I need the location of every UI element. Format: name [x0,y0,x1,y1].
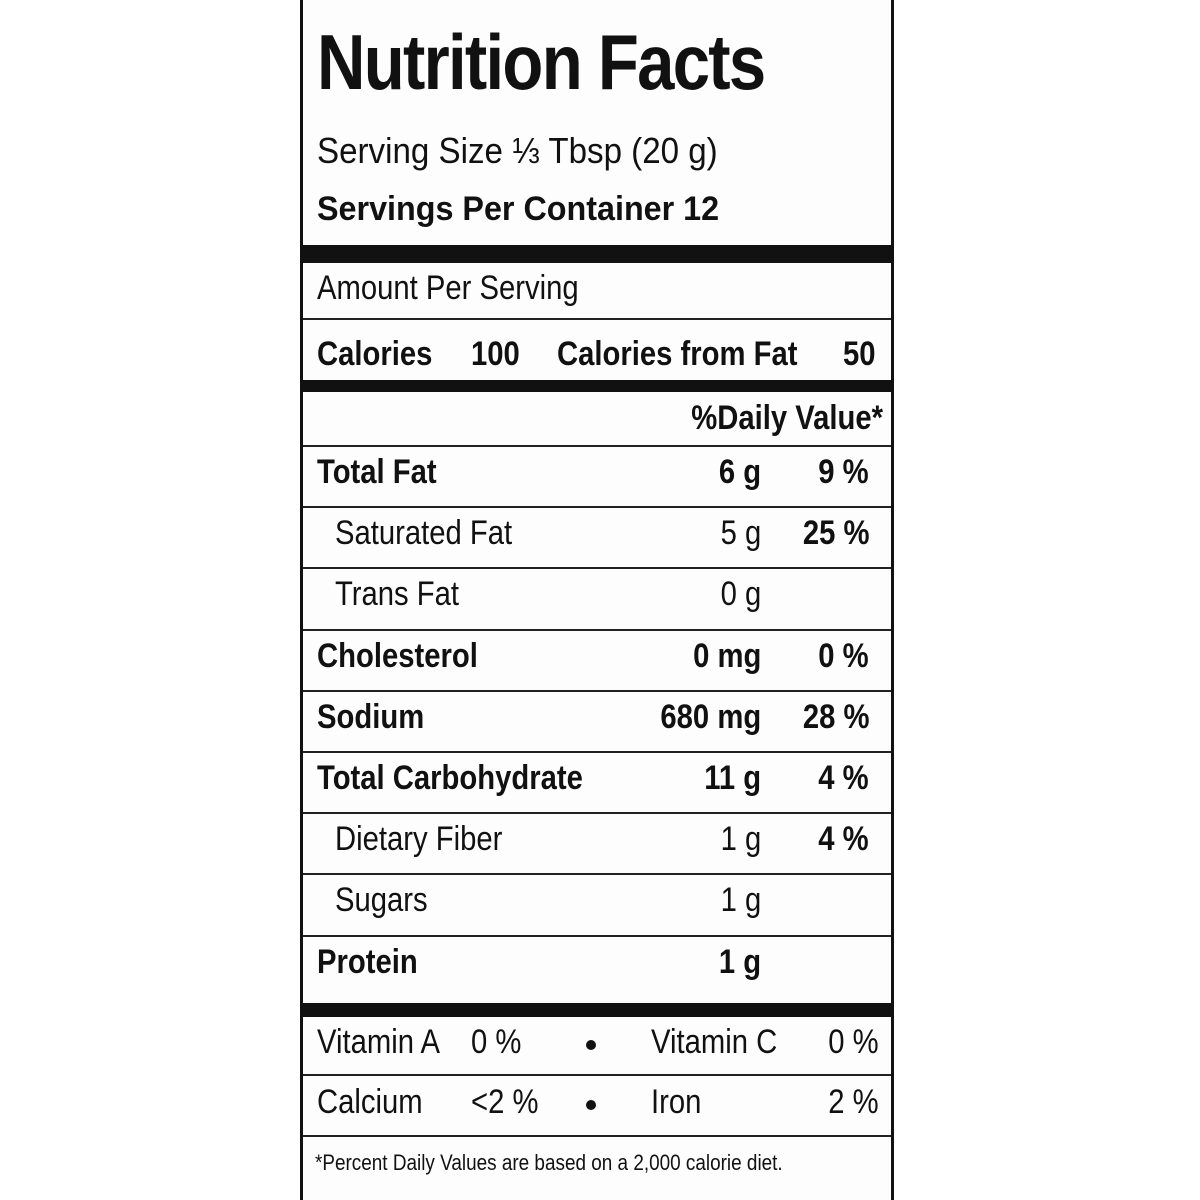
divider [303,318,891,320]
nutrient-name: Sugars [335,881,428,920]
nutrient-amount: 1 g [720,881,761,920]
nutrient-name: Trans Fat [335,575,460,614]
bullet-separator [586,1100,596,1110]
divider [303,689,891,692]
vitamin-value: <2 % [471,1083,539,1121]
nutrient-amount: 1 g [718,942,761,981]
calories-value: 100 [471,335,520,373]
vitamin-name: Iron [651,1083,702,1121]
amount-per-serving: Amount Per Serving [317,269,579,307]
label-title: Nutrition Facts [317,18,766,106]
nutrient-name: Cholesterol [317,636,478,675]
divider [303,628,891,631]
vitamin-name: Vitamin A [317,1023,440,1061]
nutrient-name: Protein [317,942,418,981]
nutrient-daily-value: 4 % [818,820,869,859]
vitamin-value: 0 % [828,1023,879,1061]
nutrient-name: Dietary Fiber [335,820,503,859]
nutrient-amount: 5 g [720,514,761,553]
nutrient-amount: 1 g [720,820,761,859]
calories-from-fat-label: Calories from Fat [557,335,798,373]
divider [303,873,891,876]
serving-size: Serving Size ⅓ Tbsp (20 g) [317,130,718,171]
nutrient-daily-value: 28 % [802,697,869,736]
nutrient-amount: 11 g [704,759,761,797]
divider [303,1074,891,1076]
nutrient-daily-value: 4 % [818,759,869,797]
nutrient-amount: 6 g [718,453,761,491]
nutrient-daily-value: 0 % [818,636,869,675]
divider [303,445,891,447]
calories-from-fat-value: 50 [843,335,876,373]
nutrition-facts-label: Nutrition Facts Serving Size ⅓ Tbsp (20 … [300,0,894,1200]
nutrient-amount: 680 mg [660,697,761,736]
thick-divider-middle [303,380,891,392]
divider [303,1135,891,1137]
nutrient-daily-value: 25 % [802,514,869,553]
divider [303,506,891,509]
nutrient-amount: 0 g [720,575,761,614]
footnote: *Percent Daily Values are based on a 2,0… [315,1150,783,1175]
vitamin-value: 2 % [828,1083,879,1121]
daily-value-header: %Daily Value* [691,399,883,437]
nutrient-name: Total Carbohydrate [317,759,583,797]
thick-divider-top [303,245,891,263]
vitamin-value: 0 % [471,1023,522,1061]
nutrient-amount: 0 mg [692,636,761,675]
nutrient-name: Sodium [317,697,425,736]
nutrient-name: Total Fat [317,453,437,491]
divider [303,567,891,570]
servings-per-container: Servings Per Container 12 [317,190,720,228]
bullet-separator [586,1040,596,1050]
thick-divider-bottom [303,1003,891,1017]
nutrient-daily-value: 9 % [818,453,869,491]
vitamin-name: Calcium [317,1083,423,1121]
divider [303,934,891,937]
vitamin-name: Vitamin C [651,1023,778,1061]
nutrient-name: Saturated Fat [335,514,513,553]
divider [303,751,891,753]
calories-label: Calories [317,335,433,373]
divider [303,812,891,815]
